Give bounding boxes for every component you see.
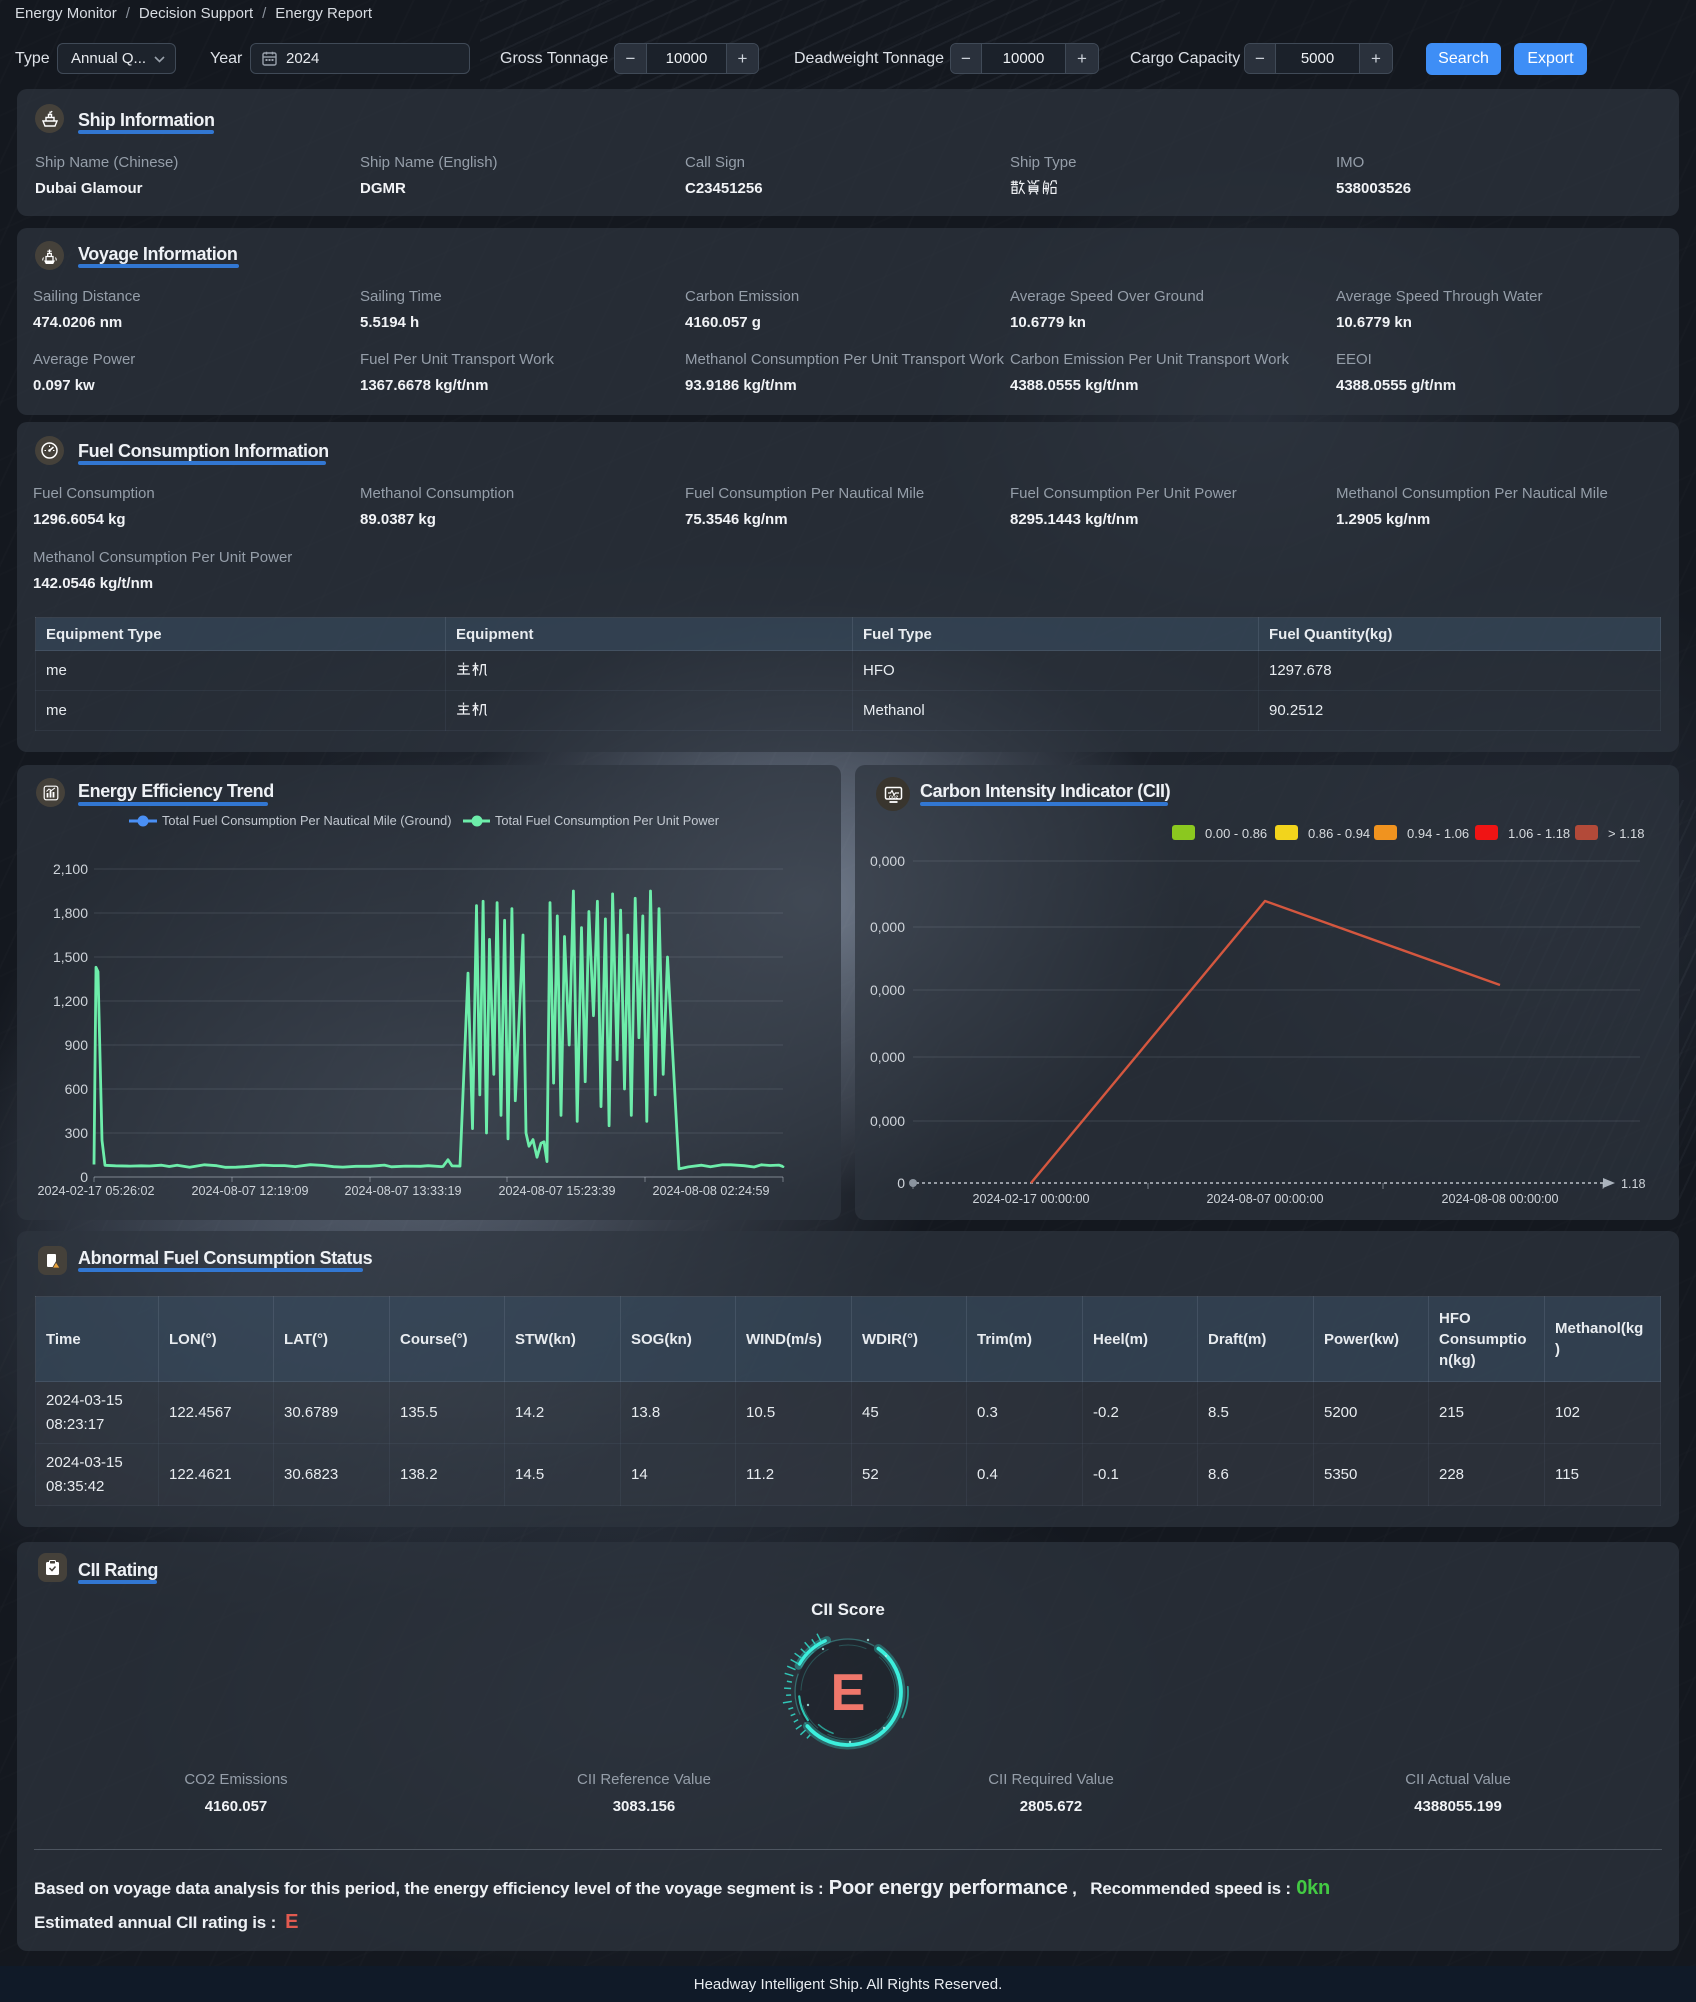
svg-text:2024-08-07 13:33:19: 2024-08-07 13:33:19 <box>345 1184 462 1198</box>
svg-text:2024-08-07 12:19:09: 2024-08-07 12:19:09 <box>192 1184 309 1198</box>
svg-text:CO2: CO2 <box>888 794 898 799</box>
svg-text:0.00 - 0.86: 0.00 - 0.86 <box>1205 826 1267 841</box>
svg-text:2024-08-08 00:00:00: 2024-08-08 00:00:00 <box>1442 1192 1559 1206</box>
svg-text:0,000: 0,000 <box>870 982 905 998</box>
svg-text:2024-08-07 00:00:00: 2024-08-07 00:00:00 <box>1207 1192 1324 1206</box>
svg-text:900: 900 <box>65 1037 89 1053</box>
svg-text:0.86 - 0.94: 0.86 - 0.94 <box>1308 826 1370 841</box>
svg-text:2024-02-17 05:26:02: 2024-02-17 05:26:02 <box>38 1184 155 1198</box>
svg-text:0,000: 0,000 <box>870 919 905 935</box>
svg-text:1,200: 1,200 <box>53 993 88 1009</box>
svg-text:1.18: 1.18 <box>1621 1177 1646 1191</box>
svg-text:2,100: 2,100 <box>53 861 88 877</box>
svg-text:1,500: 1,500 <box>53 949 88 965</box>
svg-text:2024-08-08 02:24:59: 2024-08-08 02:24:59 <box>653 1184 770 1198</box>
svg-text:300: 300 <box>65 1125 89 1141</box>
svg-text:1.06 - 1.18: 1.06 - 1.18 <box>1508 826 1570 841</box>
svg-text:2024-02-17 00:00:00: 2024-02-17 00:00:00 <box>973 1192 1090 1206</box>
svg-text:E: E <box>831 1664 866 1722</box>
svg-text:> 1.18: > 1.18 <box>1608 826 1645 841</box>
svg-text:0: 0 <box>897 1175 905 1191</box>
svg-text:600: 600 <box>65 1081 89 1097</box>
svg-text:Total Fuel Consumption Per Uni: Total Fuel Consumption Per Unit Power <box>495 813 720 828</box>
svg-text:0: 0 <box>80 1169 88 1185</box>
svg-text:0.94 - 1.06: 0.94 - 1.06 <box>1407 826 1469 841</box>
svg-text:Total Fuel Consumption Per Nau: Total Fuel Consumption Per Nautical Mile… <box>162 813 451 828</box>
svg-text:0,000: 0,000 <box>870 1113 905 1129</box>
svg-text:0,000: 0,000 <box>870 1049 905 1065</box>
svg-text:1,800: 1,800 <box>53 905 88 921</box>
svg-text:2024-08-07 15:23:39: 2024-08-07 15:23:39 <box>499 1184 616 1198</box>
svg-text:0,000: 0,000 <box>870 853 905 869</box>
